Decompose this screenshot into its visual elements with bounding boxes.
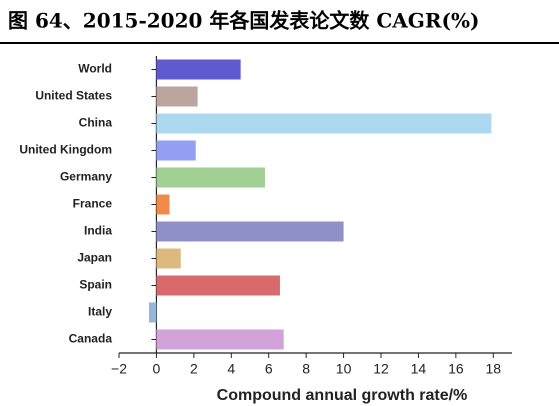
bar — [156, 86, 198, 107]
y-tick-label: China — [79, 116, 113, 130]
x-tick-label: 10 — [336, 361, 352, 377]
x-tick-label: 16 — [448, 361, 464, 377]
bar — [148, 302, 157, 323]
bar — [156, 59, 241, 80]
y-tick-label: Spain — [79, 278, 112, 292]
bar — [156, 140, 196, 161]
x-tick-label: 18 — [485, 361, 501, 377]
bar — [156, 248, 181, 269]
bar — [156, 329, 284, 350]
y-tick-label: United Kingdom — [19, 143, 112, 157]
bar — [156, 275, 280, 296]
x-tick-label: 8 — [302, 361, 310, 377]
bar — [156, 221, 344, 242]
x-tick-label: 2 — [190, 361, 198, 377]
y-tick-label: Japan — [77, 251, 112, 265]
bar — [156, 113, 492, 134]
y-tick-label: Italy — [88, 305, 112, 319]
x-tick-label: 6 — [265, 361, 273, 377]
x-tick-label: 14 — [411, 361, 427, 377]
bar — [156, 167, 265, 188]
y-tick-label: Canada — [69, 332, 113, 346]
y-tick-label: United States — [35, 89, 112, 103]
x-tick-label: 4 — [227, 361, 235, 377]
y-tick-label: India — [84, 224, 112, 238]
y-tick-label: France — [73, 197, 113, 211]
x-tick-label: 12 — [373, 361, 389, 377]
y-tick-label: Germany — [60, 170, 112, 184]
x-tick-label: −2 — [111, 361, 127, 377]
bar — [156, 194, 170, 215]
chart-title: 图 64、2015-2020 年各国发表论文数 CAGR(%) — [8, 9, 479, 33]
x-tick-label: 0 — [153, 361, 161, 377]
x-axis-label: Compound annual growth rate/% — [217, 387, 468, 404]
y-tick-label: World — [78, 62, 112, 76]
